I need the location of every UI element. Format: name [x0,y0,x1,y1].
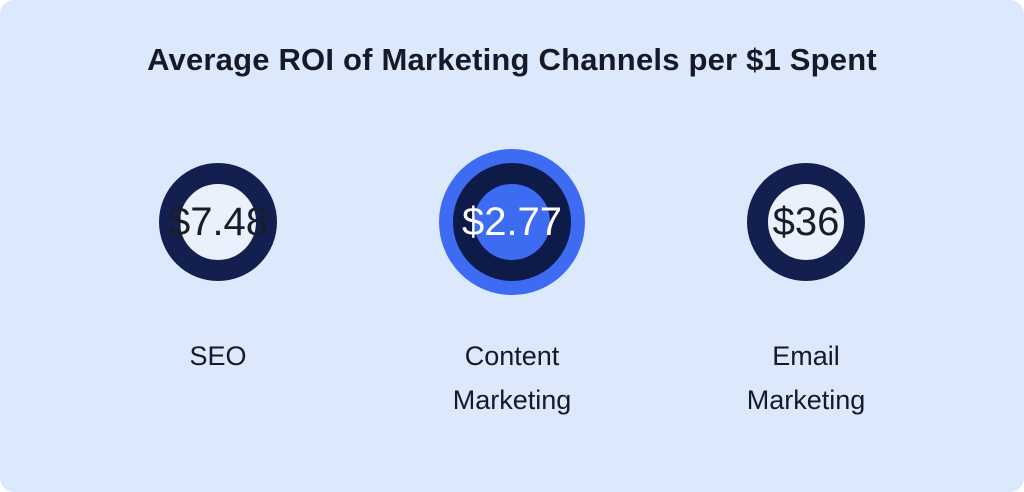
content-marketing-value: $2.77 [461,199,563,244]
seo-label-line-1: SEO [189,341,247,371]
content-marketing-label-line-2: Marketing [452,385,572,415]
chart-title: Average ROI of Marketing Channels per $1… [147,42,877,77]
content-marketing-circle-wrap: $2.77 [453,128,571,316]
email-marketing-value: $36 [772,199,840,244]
email-marketing-label-line-1: Email [772,341,840,371]
channel-email-marketing: $36 Email Marketing [703,128,909,422]
content-marketing-value-badge: $2.77 [453,163,571,281]
content-marketing-label: Content Marketing [453,334,572,422]
seo-value-badge: $7.48 [159,163,277,281]
email-marketing-label: Email Marketing [747,334,866,422]
seo-circle-wrap: $7.48 [159,128,277,316]
email-marketing-circle-wrap: $36 [747,128,865,316]
channel-content-marketing: $2.77 Content Marketing [409,128,615,422]
content-marketing-label-line-1: Content [464,341,560,371]
email-marketing-label-line-2: Marketing [746,385,866,415]
channels-row: $7.48 SEO $2.77 Content Marketing [0,128,1024,422]
channel-seo: $7.48 SEO [115,128,321,378]
email-marketing-value-badge: $36 [747,163,865,281]
seo-label: SEO [189,334,246,378]
seo-value: $7.48 [167,199,269,244]
